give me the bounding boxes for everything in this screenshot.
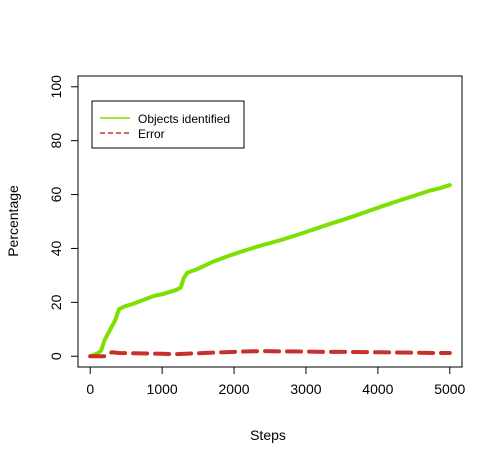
series-layer	[88, 183, 452, 359]
x-axis-title: Steps	[250, 427, 286, 443]
legend: Objects identified Error	[91, 100, 245, 149]
series-line-objects-identified	[88, 183, 452, 359]
series-line-error	[88, 349, 452, 359]
x-tick-label: 5000	[434, 381, 465, 397]
y-axis: 0 20 40 60 80 100	[48, 75, 79, 360]
y-tick-label: 100	[48, 75, 64, 99]
legend-label-error: Error	[138, 127, 165, 141]
x-tick-label: 2000	[218, 381, 249, 397]
y-tick-label: 40	[48, 240, 64, 256]
y-axis-title: Percentage	[5, 185, 21, 257]
x-tick-label: 3000	[290, 381, 321, 397]
x-tick-label: 1000	[147, 381, 178, 397]
y-tick-label: 80	[48, 133, 64, 149]
y-tick-label: 0	[48, 352, 64, 360]
y-tick-label: 60	[48, 187, 64, 203]
x-tick-label: 4000	[362, 381, 393, 397]
x-tick-label: 0	[86, 381, 94, 397]
x-axis: 0 1000 2000 3000 4000 5000	[86, 366, 466, 397]
legend-label-objects-identified: Objects identified	[138, 112, 230, 126]
y-tick-label: 20	[48, 294, 64, 310]
legend-box	[91, 100, 245, 149]
